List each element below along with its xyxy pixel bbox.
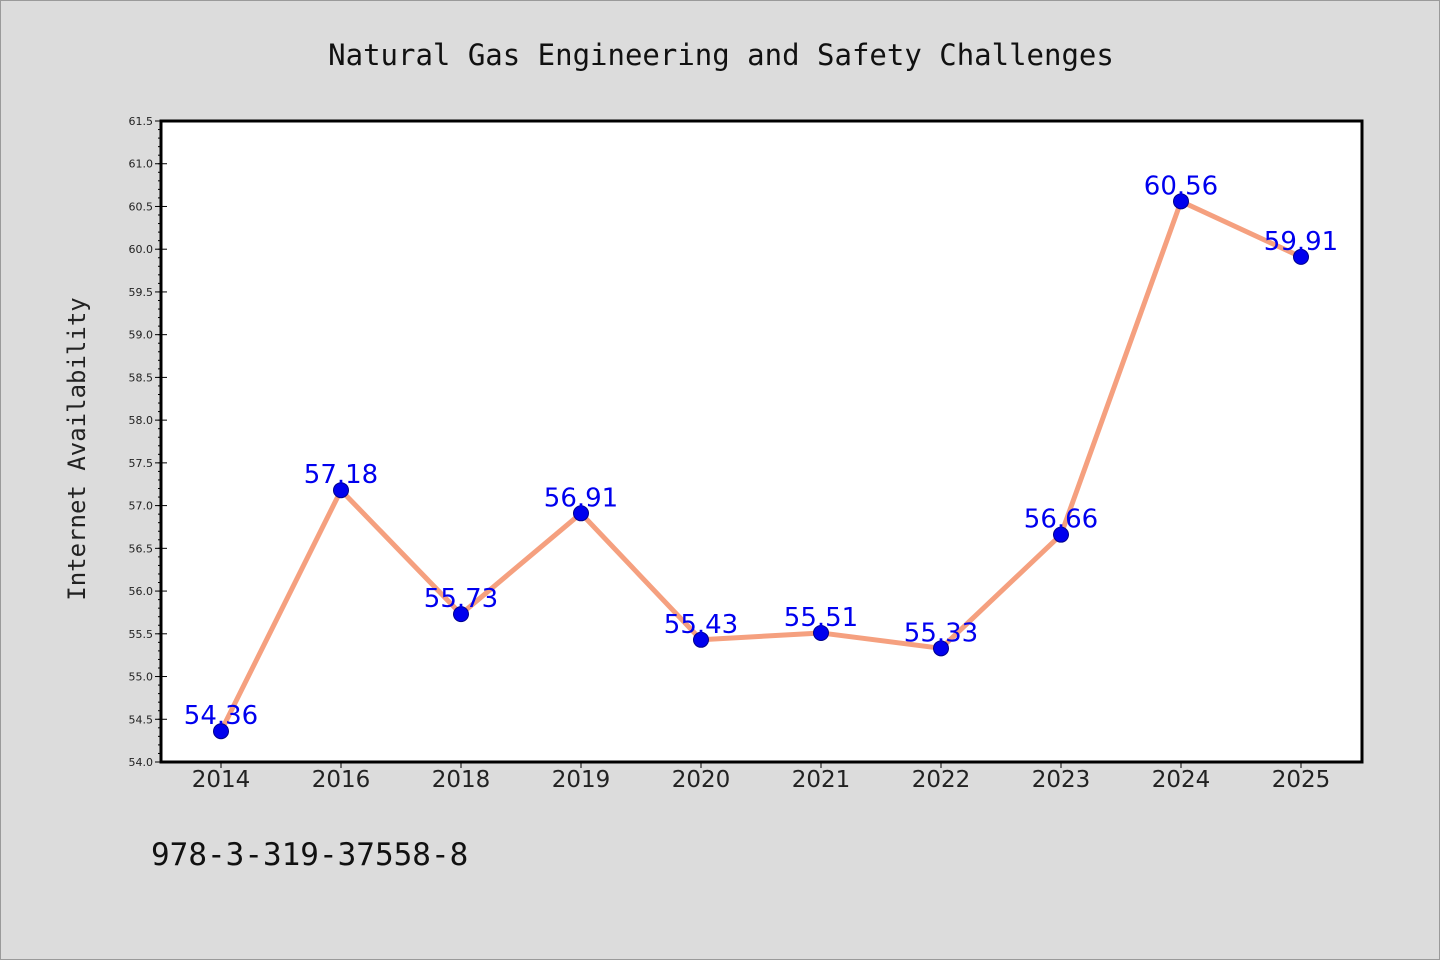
x-axis-ticks: 2014 2016 2018 2019 2020 2021 2022 2023 2024 2025 (192, 762, 1331, 793)
data-label: 56.66 (1024, 505, 1098, 535)
data-label: 56.91 (544, 483, 618, 513)
x-tick-label: 2014 (192, 767, 251, 793)
data-label: 54.36 (184, 701, 258, 731)
data-point (813, 624, 829, 641)
data-point (453, 606, 469, 623)
y-tick-label: 56.5 (129, 542, 154, 555)
isbn-footnote: 978-3-319-37558-8 (151, 837, 468, 873)
data-point (573, 505, 589, 522)
y-tick-label: 61.0 (129, 158, 154, 171)
y-tick-label: 60.5 (129, 200, 154, 213)
data-labels: 54.36 57.18 55.73 56.91 55.43 55.51 55.33 56.66… (184, 171, 1338, 731)
data-point (333, 482, 349, 499)
y-tick-label: 59.0 (129, 329, 154, 342)
x-tick-label: 2016 (312, 767, 371, 793)
y-tick-label: 58.5 (129, 371, 154, 384)
data-label: 55.43 (664, 610, 738, 640)
x-tick-label: 2024 (1152, 767, 1211, 793)
y-tick-label: 54.5 (129, 713, 154, 726)
y-tick-label: 55.5 (129, 628, 154, 641)
data-label: 55.33 (904, 618, 978, 648)
x-tick-label: 2022 (912, 767, 971, 793)
data-point (1053, 526, 1069, 543)
plot-area (159, 119, 1364, 764)
y-tick-label: 55.0 (129, 671, 154, 684)
data-label: 55.73 (424, 584, 498, 614)
data-point (213, 723, 229, 740)
data-label: 57.18 (304, 460, 378, 490)
x-tick-label: 2018 (432, 767, 491, 793)
data-series (213, 193, 1309, 740)
data-label: 55.51 (784, 603, 858, 633)
data-label: 60.56 (1144, 171, 1218, 201)
data-point (1173, 193, 1189, 210)
series-line (218, 198, 1303, 733)
y-axis-ticks: 54.0 54.5 55.0 55.5 56.0 56.5 57.0 57.5 58.0 58.5… (129, 115, 167, 769)
y-tick-label: 56.0 (129, 585, 154, 598)
x-tick-label: 2019 (552, 767, 611, 793)
y-tick-label: 54.0 (129, 756, 154, 769)
y-tick-label: 58.0 (129, 414, 154, 427)
y-tick-label: 57.0 (129, 500, 154, 513)
x-tick-label: 2025 (1272, 767, 1331, 793)
data-label: 59.91 (1264, 227, 1338, 257)
x-tick-label: 2020 (672, 767, 731, 793)
x-tick-label: 2023 (1032, 767, 1091, 793)
data-point (693, 631, 709, 648)
data-point (1293, 248, 1309, 265)
x-tick-label: 2021 (792, 767, 851, 793)
y-tick-label: 60.0 (129, 243, 154, 256)
chart-title: Natural Gas Engineering and Safety Chall… (328, 38, 1114, 72)
y-tick-label: 59.5 (129, 286, 154, 299)
y-axis-label: Internet Availability (63, 297, 91, 600)
y-tick-label: 57.5 (129, 457, 154, 470)
data-point (933, 640, 949, 657)
y-tick-label: 61.5 (129, 115, 154, 128)
